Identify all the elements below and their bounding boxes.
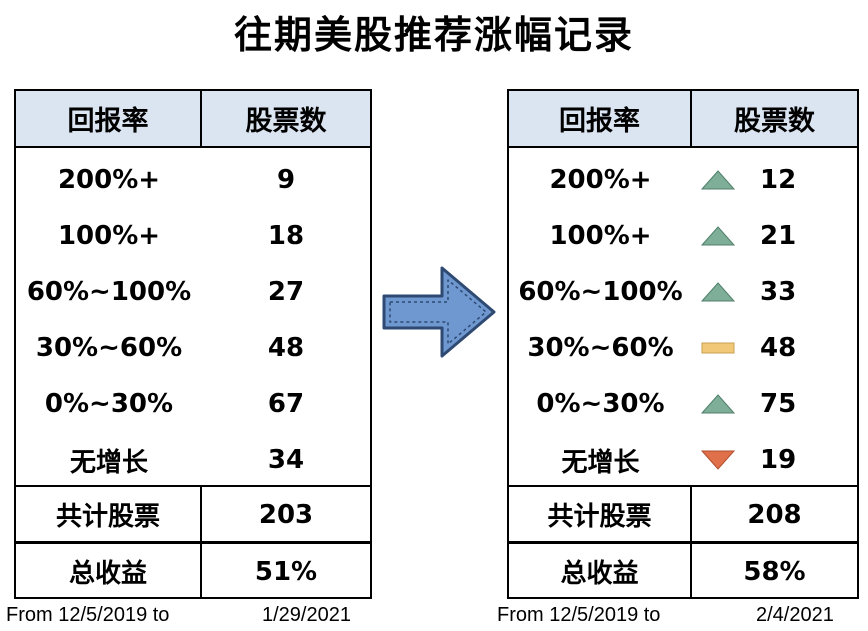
count-cell: 21 — [692, 208, 857, 264]
table-row: 100%+ 21 — [509, 208, 857, 264]
table-row: 无增长 34 — [16, 432, 370, 488]
right-footer-from: From 12/5/2019 to — [497, 604, 661, 626]
count-value: 75 — [760, 389, 797, 419]
right-arrow-icon — [382, 266, 496, 358]
count-cell: 75 — [692, 376, 857, 432]
right-return-row: 总收益 58% — [509, 541, 857, 599]
return-value: 51% — [254, 556, 318, 587]
range-label: 0%~30% — [536, 389, 665, 419]
table-row: 200%+ 12 — [509, 152, 857, 208]
count-value: 18 — [267, 221, 305, 251]
table-row: 100%+ 18 — [16, 208, 370, 264]
return-label: 总收益 — [509, 544, 692, 599]
left-rows: 200%+ 9 100%+ 18 60%~100% 27 30%~60% 48 … — [16, 148, 370, 485]
count-value: 48 — [267, 333, 305, 363]
total-label: 共计股票 — [16, 487, 202, 542]
total-label: 共计股票 — [509, 487, 692, 542]
left-header-count: 股票数 — [245, 106, 327, 137]
count-value: 19 — [760, 445, 797, 475]
range-label: 30%~60% — [527, 333, 674, 363]
left-table-header: 回报率 股票数 — [16, 91, 370, 148]
left-footer-from: From 12/5/2019 to — [6, 604, 170, 626]
flat-bar-icon — [701, 342, 735, 354]
range-label: 30%~60% — [35, 333, 183, 363]
range-label: 100%+ — [549, 221, 652, 251]
table-row: 30%~60% 48 — [16, 320, 370, 376]
count-value: 12 — [760, 165, 797, 195]
table-row: 0%~30% 75 — [509, 376, 857, 432]
count-cell: 48 — [692, 320, 857, 376]
total-value: 203 — [258, 499, 314, 530]
right-rows: 200%+ 12 100%+ 21 60%~100% 33 — [509, 148, 857, 485]
table-row: 60%~100% 27 — [16, 264, 370, 320]
left-footer-to: 1/29/2021 — [262, 604, 351, 626]
count-value: 27 — [267, 277, 305, 307]
count-value: 9 — [276, 165, 296, 195]
table-row: 200%+ 9 — [16, 152, 370, 208]
table-row: 无增长 19 — [509, 432, 857, 488]
right-footer-to: 2/4/2021 — [756, 604, 834, 626]
table-row: 60%~100% 33 — [509, 264, 857, 320]
range-label: 60%~100% — [26, 277, 192, 307]
page-title: 往期美股推荐涨幅记录 — [233, 13, 634, 57]
count-value: 48 — [760, 333, 797, 363]
left-header-return: 回报率 — [16, 91, 202, 146]
right-header-count: 股票数 — [734, 106, 815, 137]
right-table: 回报率 股票数 200%+ 12 100%+ 21 60%~100% — [507, 89, 859, 599]
triangle-up-icon — [700, 170, 736, 190]
left-table: 回报率 股票数 200%+ 9 100%+ 18 60%~100% 27 30%… — [14, 89, 372, 599]
total-value: 208 — [747, 499, 802, 530]
count-cell: 33 — [692, 264, 857, 320]
range-label: 200%+ — [57, 165, 161, 195]
count-value: 21 — [760, 221, 797, 251]
range-label: 200%+ — [549, 165, 652, 195]
triangle-down-icon — [700, 450, 736, 470]
count-cell: 19 — [692, 432, 857, 488]
left-total-row: 共计股票 203 — [16, 485, 370, 542]
right-header-return: 回报率 — [509, 91, 692, 146]
count-value: 33 — [760, 277, 797, 307]
range-label: 无增长 — [69, 447, 148, 478]
right-table-header: 回报率 股票数 — [509, 91, 857, 148]
range-label: 100%+ — [57, 221, 161, 251]
triangle-up-icon — [700, 394, 736, 414]
right-total-row: 共计股票 208 — [509, 485, 857, 542]
table-row: 0%~30% 67 — [16, 376, 370, 432]
range-label: 0%~30% — [44, 389, 174, 419]
return-label: 总收益 — [16, 544, 202, 599]
triangle-up-icon — [700, 282, 736, 302]
count-cell: 12 — [692, 152, 857, 208]
triangle-up-icon — [700, 226, 736, 246]
left-return-row: 总收益 51% — [16, 541, 370, 599]
range-label: 60%~100% — [518, 277, 683, 307]
table-row: 30%~60% 48 — [509, 320, 857, 376]
count-value: 34 — [267, 445, 305, 475]
range-label: 无增长 — [561, 447, 640, 478]
return-value: 58% — [743, 556, 806, 587]
count-value: 67 — [267, 389, 305, 419]
